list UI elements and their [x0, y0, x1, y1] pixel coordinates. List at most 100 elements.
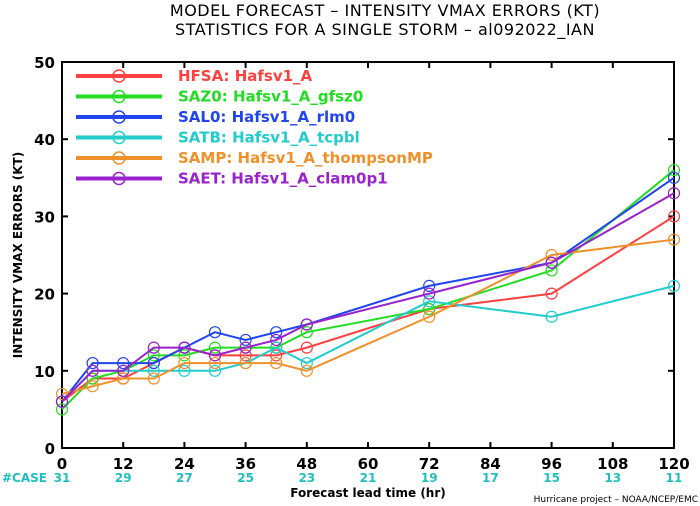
data-point-satb: [270, 341, 283, 354]
x-tick-label: 96: [541, 455, 562, 473]
data-point-saet: [117, 364, 130, 377]
data-point-satb: [178, 364, 191, 377]
data-point-saz0: [300, 326, 313, 339]
case-count: 21: [360, 471, 377, 485]
x-tick-label: 12: [113, 455, 134, 473]
data-point-saz0: [667, 163, 681, 177]
x-tick-label: 120: [658, 455, 689, 473]
data-point-sal0: [117, 356, 130, 370]
data-point-sal0: [86, 356, 99, 370]
legend-entry-sal0: SAL0: Hafsv1_A_rlm0: [178, 108, 355, 126]
y-axis-label: INTENSITY VMAX ERRORS (KT): [11, 152, 25, 358]
footer-credit: Hurricane project – NOAA/NCEP/EMC: [534, 495, 698, 505]
legend-marker-satb: [112, 130, 126, 145]
y-tick-label: 20: [34, 286, 55, 304]
case-count: 17: [482, 471, 499, 485]
data-point-hfsa: [667, 210, 681, 223]
legend-marker-hfsa: [112, 69, 126, 83]
data-point-saet: [208, 349, 222, 362]
data-point-saet: [667, 187, 681, 200]
data-point-sal0: [208, 326, 222, 339]
case-label: #CASE: [2, 471, 47, 485]
data-point-saet: [86, 364, 99, 377]
data-point-saet: [239, 341, 252, 354]
data-point-samp: [300, 364, 313, 377]
data-point-samp: [55, 387, 69, 401]
data-point-saet: [178, 341, 191, 354]
data-point-sal0: [147, 356, 160, 370]
data-point-saet: [423, 287, 436, 300]
chart-title: MODEL FORECAST – INTENSITY VMAX ERRORS (…: [170, 1, 600, 20]
x-tick-label: 72: [419, 455, 440, 473]
plot-area: 0 12 24 36 48 60 72 84 96 108 120 0 10 20 30 40 50 31 29 27…: [34, 54, 690, 485]
case-count: 29: [115, 471, 132, 485]
data-point-saet: [55, 395, 69, 408]
case-count: 11: [666, 471, 683, 485]
data-point-saz0: [423, 302, 436, 316]
case-count: 31: [54, 471, 71, 485]
data-point-satb: [208, 364, 222, 377]
data-point-saet: [147, 341, 160, 354]
case-count: 27: [176, 471, 193, 485]
case-count: 13: [604, 471, 621, 485]
data-point-saet: [300, 318, 313, 331]
data-point-samp: [239, 356, 252, 370]
data-point-satb: [300, 356, 313, 370]
data-point-samp: [667, 233, 681, 246]
case-count: 23: [298, 471, 315, 485]
data-point-satb: [545, 310, 558, 323]
legend-marker-samp: [112, 151, 126, 165]
data-point-hfsa: [239, 349, 252, 362]
data-point-samp: [270, 356, 283, 370]
legend-marker-saet: [112, 171, 126, 186]
legend-entry-samp: SAMP: Hafsv1_A_thompsonMP: [178, 149, 433, 167]
legend-marker-sal0: [112, 110, 126, 124]
data-point-saz0: [86, 372, 99, 385]
data-point-hfsa: [545, 287, 558, 300]
x-tick-label: 108: [597, 455, 628, 473]
data-point-saz0: [55, 403, 69, 416]
data-point-saet: [545, 256, 558, 269]
y-tick-label: 50: [34, 54, 55, 72]
data-point-hfsa: [300, 341, 313, 354]
plot-frame: [61, 61, 675, 449]
legend-entry-satb: SATB: Hafsv1_A_tcpbl: [178, 129, 360, 147]
chart-subtitle: STATISTICS FOR A SINGLE STORM – al092022…: [175, 20, 595, 40]
case-count: 15: [543, 471, 560, 485]
data-point-sal0: [270, 326, 283, 339]
data-point-satb: [667, 279, 681, 292]
y-tick-label: 0: [45, 440, 55, 458]
data-point-satb: [423, 295, 436, 308]
y-tick-label: 40: [34, 131, 55, 149]
x-axis-label: Forecast lead time (hr): [290, 486, 446, 500]
x-tick-label: 48: [296, 455, 317, 473]
x-tick-label: 0: [57, 455, 67, 473]
data-point-saz0: [545, 264, 558, 277]
x-tick-label: 84: [480, 455, 501, 473]
x-tick-label: 36: [235, 455, 256, 473]
data-point-samp: [117, 372, 130, 385]
data-point-samp: [147, 372, 160, 385]
case-count: 25: [237, 471, 254, 485]
data-point-saz0: [208, 341, 222, 354]
legend-entry-hfsa: HFSA: Hafsv1_A: [178, 67, 313, 85]
legend-entry-saet: SAET: Hafsv1_A_clam0p1: [178, 170, 388, 188]
y-tick-label: 30: [34, 208, 55, 226]
data-point-sal0: [423, 279, 436, 292]
case-count: 19: [421, 471, 438, 485]
y-tick-label: 10: [34, 363, 55, 381]
data-point-saz0: [147, 349, 160, 362]
data-point-sal0: [667, 171, 681, 184]
data-point-sal0: [239, 333, 252, 347]
x-tick-label: 60: [358, 455, 379, 473]
data-point-samp: [86, 380, 99, 393]
data-point-saz0: [178, 349, 191, 362]
legend-marker-saz0: [112, 89, 126, 104]
data-point-hfsa: [270, 349, 283, 362]
legend-entry-saz0: SAZ0: Hafsv1_A_gfsz0: [178, 88, 363, 106]
data-point-samp: [423, 310, 436, 323]
data-point-satb: [147, 364, 160, 377]
data-point-samp: [208, 356, 222, 370]
x-tick-label: 24: [174, 455, 195, 473]
